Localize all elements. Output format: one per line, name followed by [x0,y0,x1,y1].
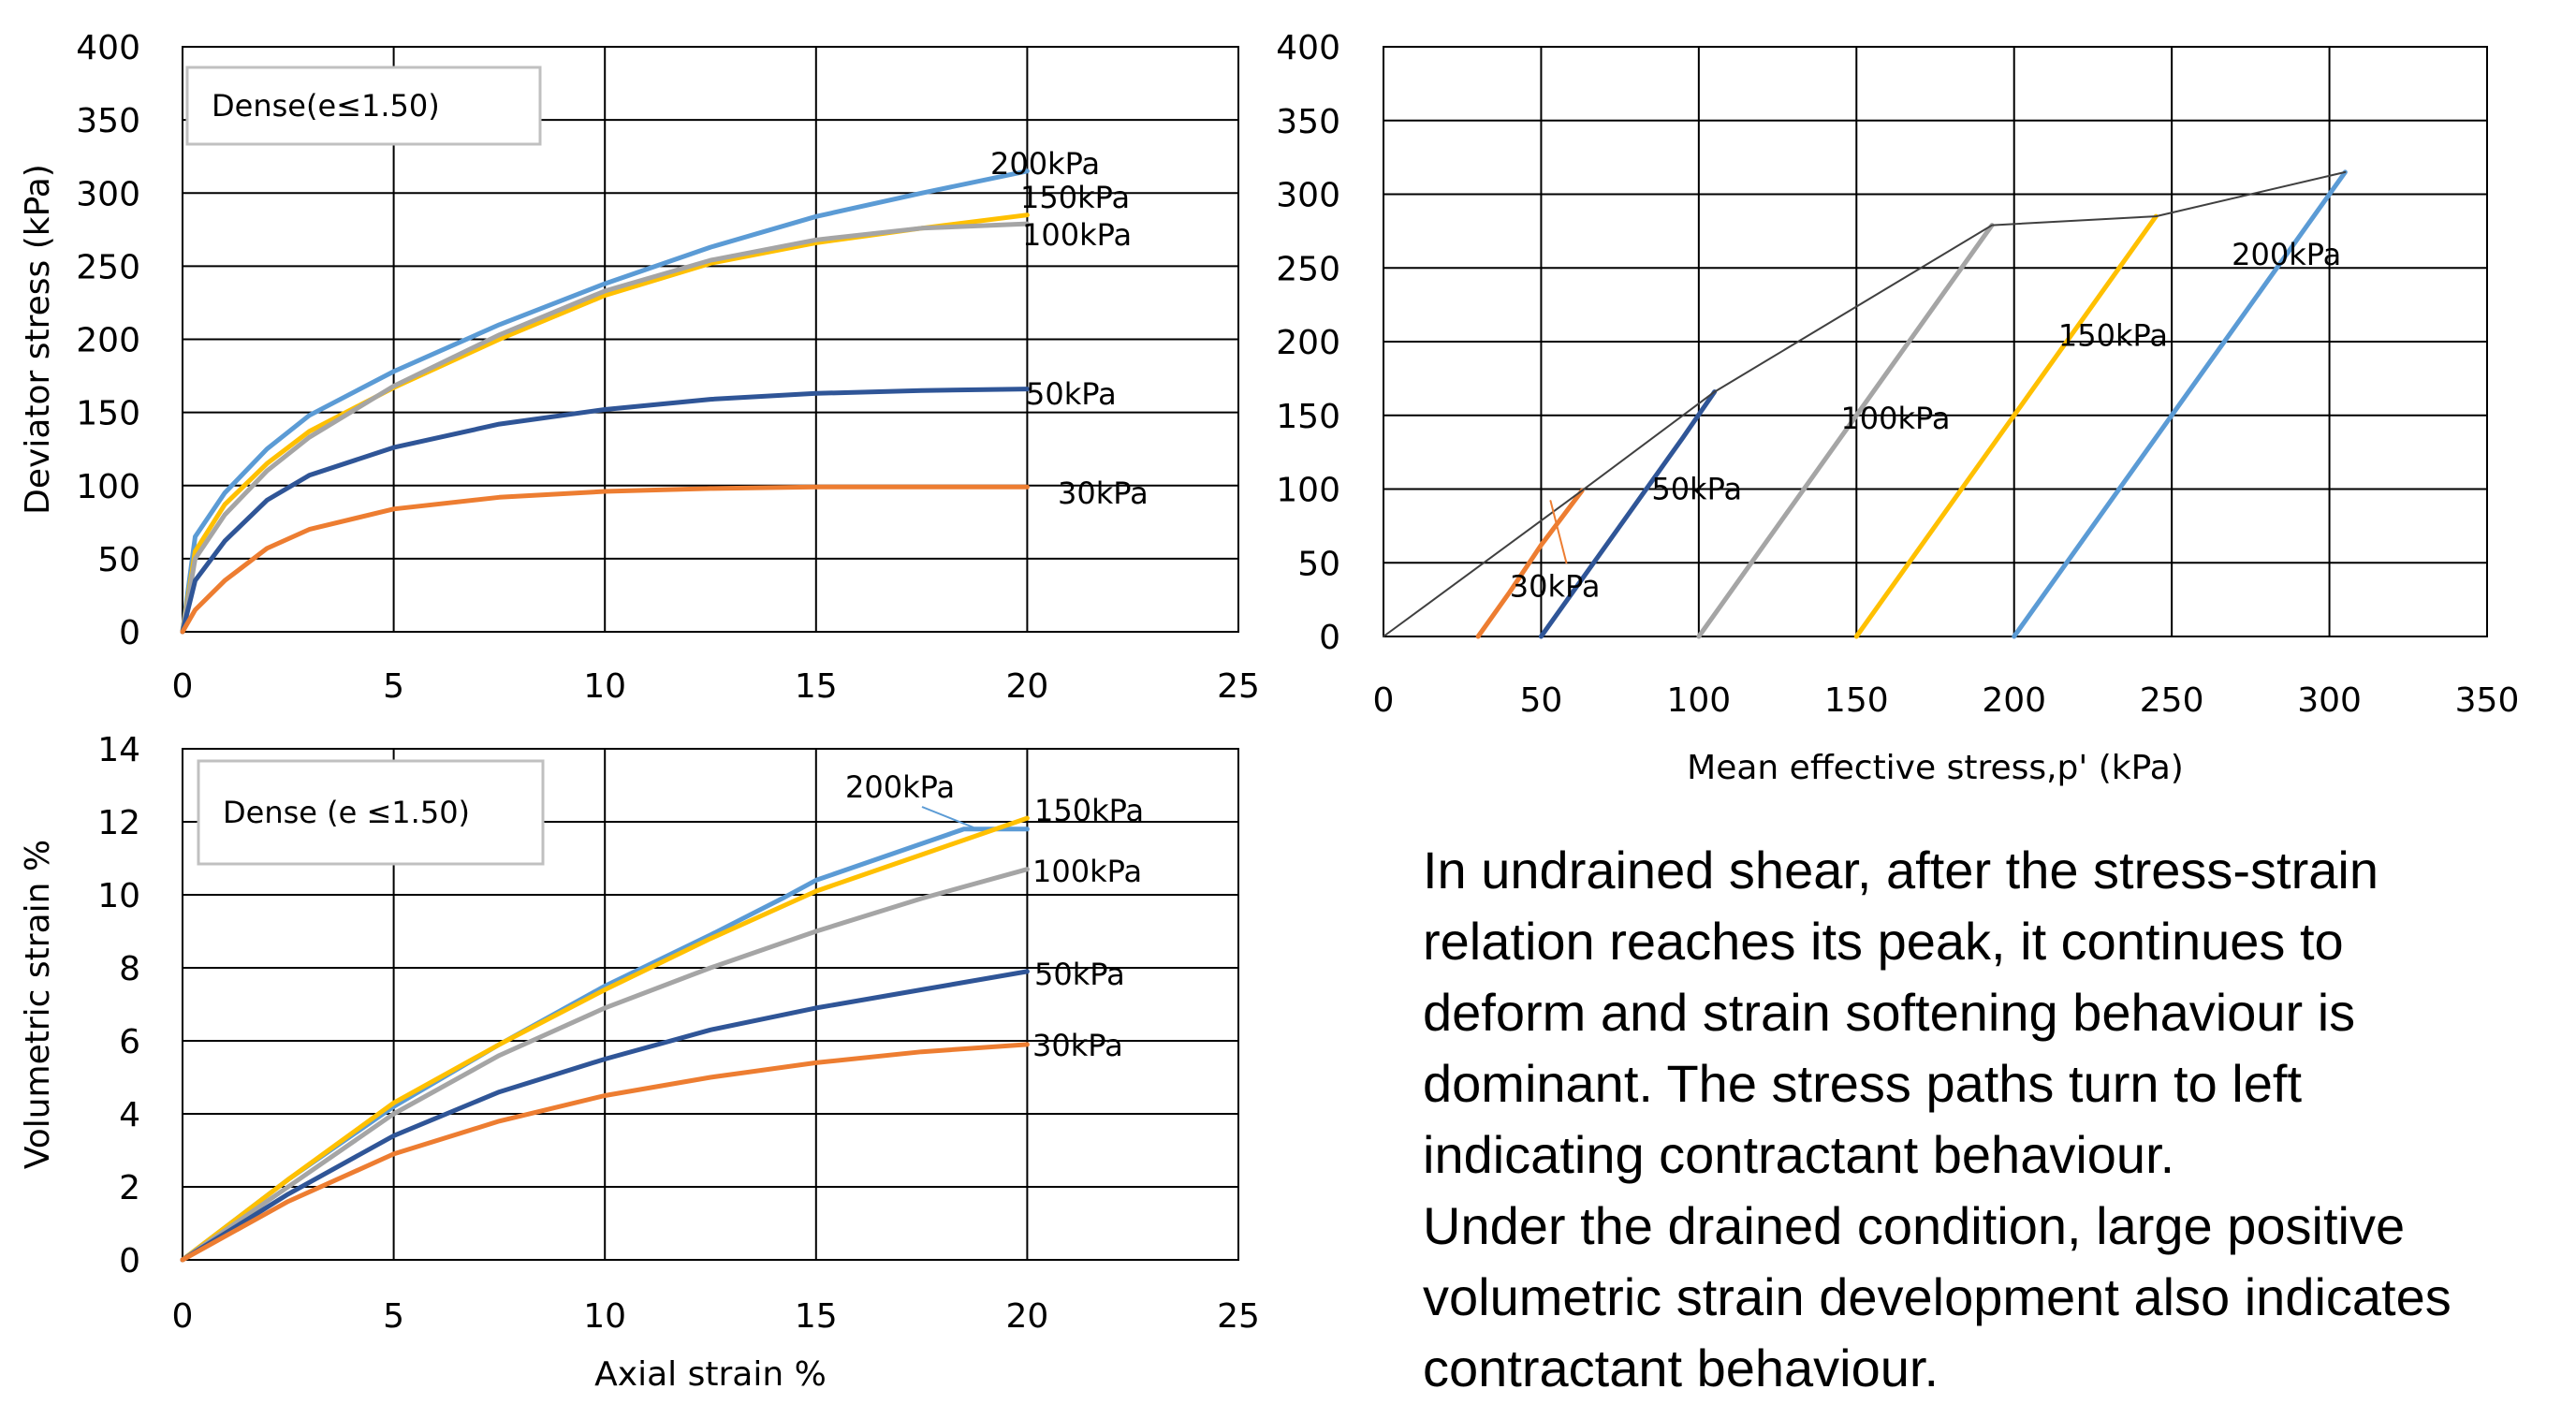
stress-path-chart: 0 50 100 150 200 250 300 350 0 50 100 150 200 250 300 3… [1276,29,2519,787]
y-tick-label: 300 [76,175,140,213]
y-tick-label: 12 [97,804,140,842]
series-line-150kPa [180,212,1030,635]
series-line-200kPa [2012,169,2348,639]
x-tick-label: 150 [1824,681,1889,720]
series-label: 50kPa [1034,957,1125,992]
x-tick-label: 5 [383,1297,404,1336]
series-line-100kPa [180,867,1030,1263]
y-tick-label: 150 [1276,398,1340,436]
explanation-text: In undrained shear, after the stress-str… [1423,841,2452,1397]
y-axis-label: Deviator stress (kPa) [19,164,57,515]
x-tick-label: 100 [1666,681,1731,720]
y-tick-label: 10 [97,877,140,915]
y-tick-label: 0 [119,614,140,652]
series-label: 200kPa [2232,237,2341,272]
legend-text: Dense (e ≤1.50) [223,795,470,830]
x-tick-label: 50 [1520,681,1563,720]
y-tick-label: 150 [76,395,140,433]
volumetric-strain-chart: 0 5 10 15 20 25 0 2 4 6 8 10 12 14 Volumetric strain %… [19,731,1260,1394]
y-tick-label: 50 [1297,545,1340,583]
series-line-50kPa [180,969,1030,1263]
y-tick-label: 50 [97,541,140,579]
legend-text: Dense(e≤1.50) [212,88,440,124]
x-tick-label: 350 [2455,681,2520,720]
plot-frame [182,748,1239,1261]
legend-box [185,66,542,146]
series-label: 30kPa [1510,568,1601,604]
x-tick-label: 5 [383,667,404,706]
y-tick-label: 250 [76,248,140,286]
series-line-30kPa [180,484,1030,635]
y-tick-label: 100 [1276,472,1340,510]
deviator-stress-chart: 0 5 10 15 20 25050100150200250300350400Deviat… [19,29,1260,706]
y-tick-label: 4 [119,1096,140,1134]
x-tick-label: 20 [1005,667,1048,706]
x-tick-label: 0 [172,1297,194,1336]
series-label: 50kPa [1026,376,1117,412]
series-label: 200kPa [990,146,1100,182]
x-tick-label: 15 [795,1297,838,1336]
series-line-50kPa [1538,389,1718,639]
y-tick-label: 350 [1276,103,1340,141]
y-tick-label: 400 [76,29,140,67]
series-label: 100kPa [1032,854,1142,889]
series-line-100kPa [1696,223,1995,639]
x-tick-label: 300 [2297,681,2362,720]
series-line-100kPa [180,221,1030,635]
series-line-30kPa [1475,488,1585,639]
x-tick-label: 25 [1217,1297,1260,1336]
x-tick-label: 25 [1217,667,1260,706]
series-line-30kPa [180,1042,1030,1263]
y-tick-label: 2 [119,1169,140,1207]
y-tick-label: 200 [76,322,140,360]
series-label: 150kPa [1020,180,1130,215]
y-tick-label: 350 [76,102,140,140]
series-label: 30kPa [1032,1028,1123,1063]
x-tick-label: 20 [1005,1297,1048,1336]
x-tick-label: 0 [1373,681,1395,720]
failure-envelope-line [1383,170,2347,637]
y-tick-label: 300 [1276,177,1340,215]
series-line-150kPa [1853,213,2159,639]
failure-envelope-line [1549,500,1568,564]
series-label: 100kPa [1840,401,1950,436]
series-label: 150kPa [1034,793,1144,828]
annotation-leader-line [921,806,974,828]
series-label: 100kPa [1022,217,1132,253]
plot-frame [1383,46,2488,637]
y-tick-label: 6 [119,1023,140,1061]
x-tick-label: 0 [172,667,194,706]
x-tick-label: 15 [795,667,838,706]
legend-box [197,759,545,866]
series-line-150kPa [180,815,1030,1263]
x-tick-label: 10 [583,1297,626,1336]
x-tick-label: 250 [2140,681,2204,720]
plot-frame [182,46,1239,633]
y-tick-label: 250 [1276,250,1340,288]
x-tick-label: 10 [583,667,626,706]
x-axis-label: Mean effective stress,p' (kPa) [1687,749,2184,787]
x-tick-label: 200 [1982,681,2046,720]
y-tick-label: 100 [76,468,140,506]
y-tick-label: 400 [1276,29,1340,67]
y-tick-label: 0 [1319,619,1340,657]
series-line-200kPa [180,168,1030,635]
series-label: 150kPa [2058,318,2168,354]
series-label: 30kPa [1058,475,1149,511]
y-tick-label: 200 [1276,324,1340,362]
y-tick-label: 14 [97,731,140,769]
y-axis-label: Volumetric strain % [19,840,57,1169]
series-line-50kPa [180,387,1030,635]
series-label: 50kPa [1651,472,1742,507]
y-tick-label: 8 [119,950,140,988]
series-label-200kPa: 200kPa [845,769,955,805]
x-axis-label: Axial strain % [594,1355,827,1394]
y-tick-label: 0 [119,1242,140,1280]
